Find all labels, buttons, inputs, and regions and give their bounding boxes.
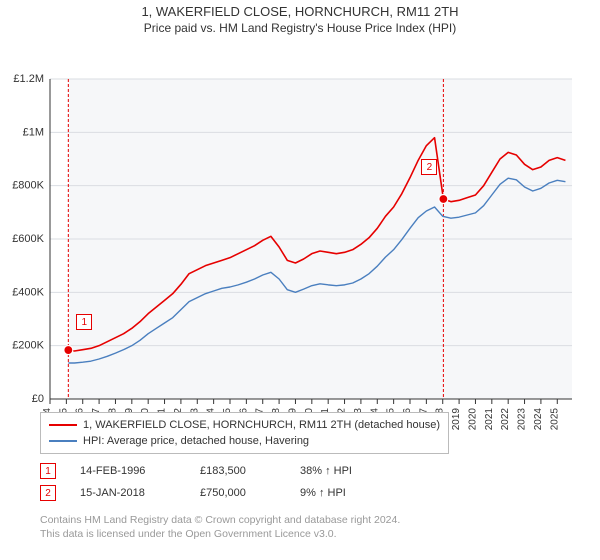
- transaction-pct: 38% ↑ HPI: [300, 465, 400, 477]
- legend-row: 1, WAKERFIELD CLOSE, HORNCHURCH, RM11 2T…: [49, 417, 440, 433]
- svg-text:£600K: £600K: [12, 233, 44, 245]
- sale-marker-2: 2: [421, 159, 437, 175]
- chart-subtitle: Price paid vs. HM Land Registry's House …: [0, 21, 600, 35]
- line-chart: £0£200K£400K£600K£800K£1M£1.2M1994199519…: [0, 35, 600, 445]
- footer-line-1: Contains HM Land Registry data © Crown c…: [40, 513, 400, 527]
- transaction-pct: 9% ↑ HPI: [300, 487, 400, 499]
- transaction-date: 15-JAN-2018: [80, 487, 200, 499]
- svg-text:2020: 2020: [467, 408, 478, 431]
- transactions-table: 1 14-FEB-1996£183,50038% ↑ HPI 2 15-JAN-201…: [40, 460, 400, 504]
- legend-row: HPI: Average price, detached house, Have…: [49, 433, 440, 449]
- svg-text:£200K: £200K: [12, 340, 44, 352]
- legend: 1, WAKERFIELD CLOSE, HORNCHURCH, RM11 2T…: [40, 412, 449, 454]
- transaction-badge: 1: [40, 463, 56, 479]
- svg-text:2022: 2022: [500, 408, 511, 431]
- svg-text:2021: 2021: [484, 408, 495, 431]
- legend-label: 1, WAKERFIELD CLOSE, HORNCHURCH, RM11 2T…: [83, 419, 440, 431]
- transaction-badge: 2: [40, 485, 56, 501]
- svg-text:2023: 2023: [517, 408, 528, 431]
- svg-text:£1M: £1M: [23, 126, 44, 138]
- svg-text:2025: 2025: [549, 408, 560, 431]
- svg-text:2024: 2024: [533, 408, 544, 431]
- transaction-row: 1 14-FEB-1996£183,50038% ↑ HPI: [40, 460, 400, 482]
- transaction-row: 2 15-JAN-2018£750,0009% ↑ HPI: [40, 482, 400, 504]
- footer-line-2: This data is licensed under the Open Gov…: [40, 527, 400, 541]
- disclaimer-footer: Contains HM Land Registry data © Crown c…: [40, 513, 400, 541]
- sale-marker-1: 1: [76, 314, 92, 330]
- transaction-price: £750,000: [200, 487, 300, 499]
- legend-label: HPI: Average price, detached house, Have…: [83, 435, 309, 447]
- chart-title: 1, WAKERFIELD CLOSE, HORNCHURCH, RM11 2T…: [0, 0, 600, 19]
- transaction-price: £183,500: [200, 465, 300, 477]
- svg-text:£800K: £800K: [12, 180, 44, 192]
- svg-text:£1.2M: £1.2M: [13, 73, 44, 85]
- legend-swatch: [49, 440, 77, 442]
- svg-text:£400K: £400K: [12, 286, 44, 298]
- legend-swatch: [49, 424, 77, 426]
- transaction-date: 14-FEB-1996: [80, 465, 200, 477]
- svg-text:2019: 2019: [451, 408, 462, 431]
- svg-text:£0: £0: [32, 393, 44, 405]
